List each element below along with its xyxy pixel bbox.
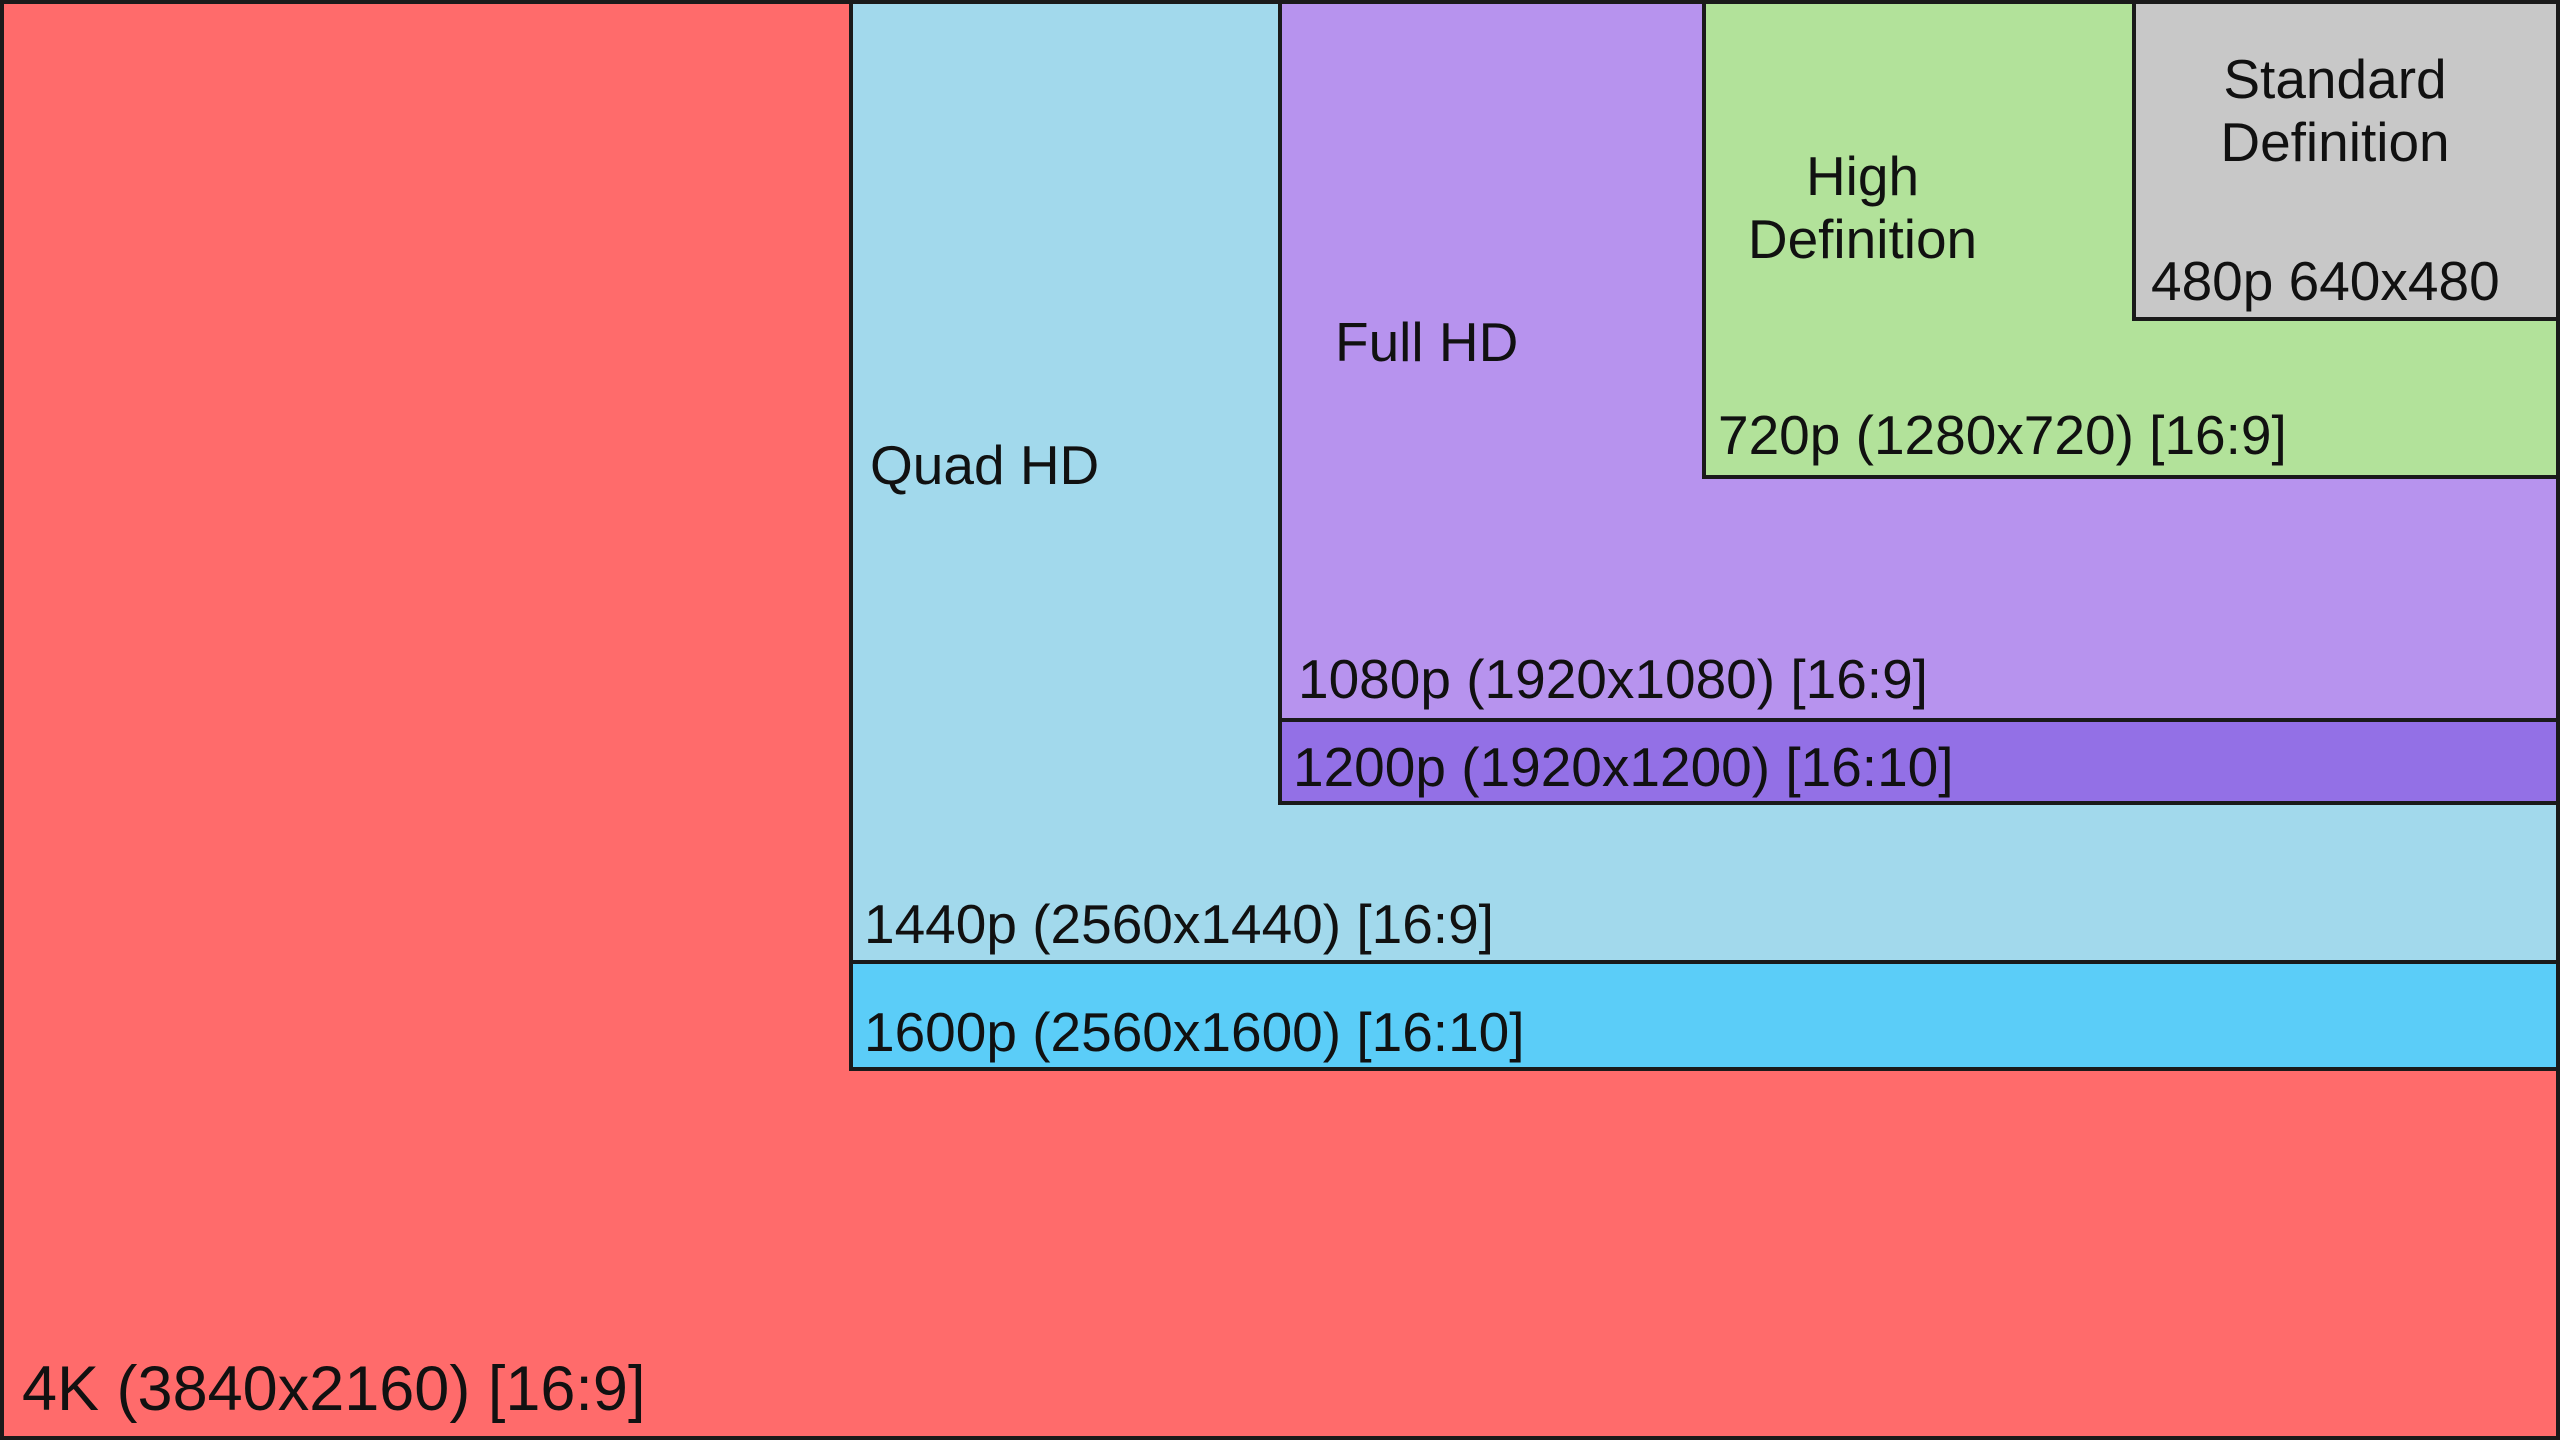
resolution-label-1600p: 1600p (2560x1600) [16:10] xyxy=(864,1001,1525,1063)
category-line: Standard xyxy=(2223,48,2447,110)
category-line: Definition xyxy=(1747,208,1978,271)
category-label-high-definition: High Definition xyxy=(1730,145,1995,272)
category-label-standard-definition: Standard Definition xyxy=(2190,48,2480,175)
resolution-label-480p: 480p 640x480 xyxy=(2151,250,2500,312)
resolution-label-720p: 720p (1280x720) [16:9] xyxy=(1718,404,2287,466)
resolution-box-480p xyxy=(2132,0,2560,321)
resolution-label-4k: 4K (3840x2160) [16:9] xyxy=(22,1354,646,1424)
category-label-full-hd: Full HD xyxy=(1335,311,1519,373)
category-line: High xyxy=(1805,145,1920,207)
category-label-quad-hd: Quad HD xyxy=(870,434,1100,496)
category-line: Definition xyxy=(2220,111,2450,174)
resolution-label-1440p: 1440p (2560x1440) [16:9] xyxy=(864,893,1494,955)
resolution-label-1080p: 1080p (1920x1080) [16:9] xyxy=(1298,648,1928,710)
resolution-label-1200p: 1200p (1920x1200) [16:10] xyxy=(1293,736,1954,798)
